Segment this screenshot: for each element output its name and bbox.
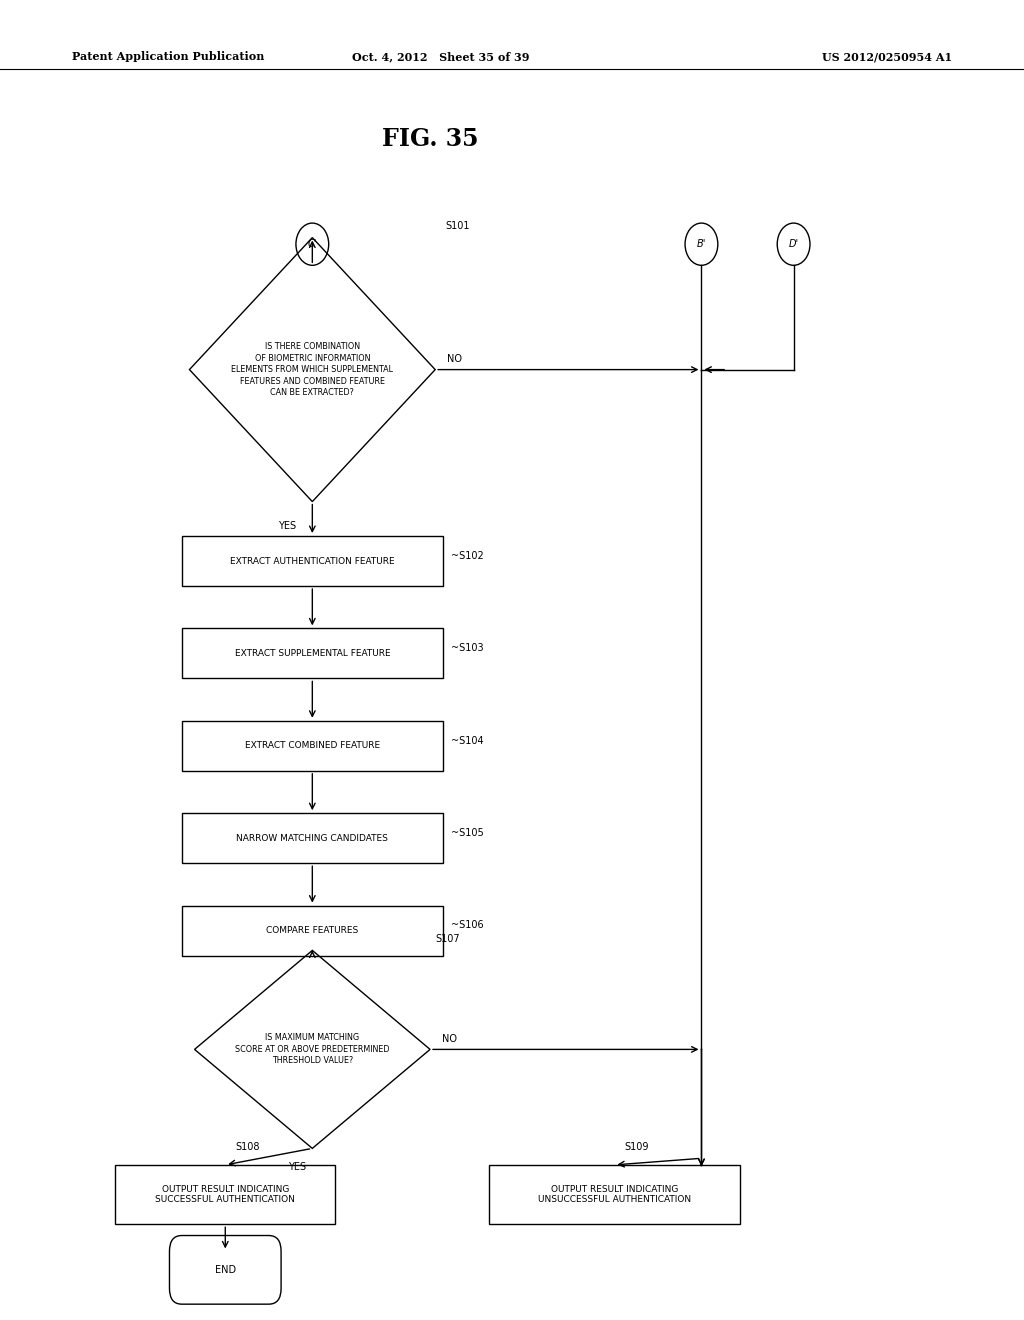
- Text: EXTRACT AUTHENTICATION FEATURE: EXTRACT AUTHENTICATION FEATURE: [230, 557, 394, 565]
- Text: OUTPUT RESULT INDICATING
UNSUCCESSFUL AUTHENTICATION: OUTPUT RESULT INDICATING UNSUCCESSFUL AU…: [538, 1185, 691, 1204]
- Text: COMPARE FEATURES: COMPARE FEATURES: [266, 927, 358, 935]
- Text: ~S103: ~S103: [451, 643, 483, 653]
- Text: IS MAXIMUM MATCHING
SCORE AT OR ABOVE PREDETERMINED
THRESHOLD VALUE?: IS MAXIMUM MATCHING SCORE AT OR ABOVE PR…: [236, 1034, 389, 1065]
- Text: NO: NO: [447, 354, 463, 364]
- Text: END: END: [215, 1265, 236, 1275]
- Text: FIG. 35: FIG. 35: [382, 127, 478, 150]
- Text: EXTRACT COMBINED FEATURE: EXTRACT COMBINED FEATURE: [245, 742, 380, 750]
- Text: YES: YES: [288, 1162, 306, 1172]
- Text: B': B': [696, 239, 707, 249]
- Text: S109: S109: [625, 1142, 649, 1151]
- Text: NARROW MATCHING CANDIDATES: NARROW MATCHING CANDIDATES: [237, 834, 388, 842]
- Text: ~S104: ~S104: [451, 735, 483, 746]
- Text: S107: S107: [435, 933, 460, 944]
- Text: ~S105: ~S105: [451, 828, 483, 838]
- Text: Oct. 4, 2012   Sheet 35 of 39: Oct. 4, 2012 Sheet 35 of 39: [351, 51, 529, 62]
- Text: IS THERE COMBINATION
OF BIOMETRIC INFORMATION
ELEMENTS FROM WHICH SUPPLEMENTAL
F: IS THERE COMBINATION OF BIOMETRIC INFORM…: [231, 342, 393, 397]
- Text: S101: S101: [445, 220, 470, 231]
- Text: ~S106: ~S106: [451, 920, 483, 931]
- Text: C': C': [307, 239, 317, 249]
- Text: S108: S108: [236, 1142, 260, 1151]
- Text: Patent Application Publication: Patent Application Publication: [72, 51, 264, 62]
- Text: OUTPUT RESULT INDICATING
SUCCESSFUL AUTHENTICATION: OUTPUT RESULT INDICATING SUCCESSFUL AUTH…: [156, 1185, 295, 1204]
- Text: NO: NO: [442, 1034, 458, 1044]
- Text: EXTRACT SUPPLEMENTAL FEATURE: EXTRACT SUPPLEMENTAL FEATURE: [234, 649, 390, 657]
- Text: ~S102: ~S102: [451, 550, 483, 561]
- Text: D': D': [788, 239, 799, 249]
- Text: YES: YES: [278, 521, 296, 532]
- Text: US 2012/0250954 A1: US 2012/0250954 A1: [822, 51, 952, 62]
